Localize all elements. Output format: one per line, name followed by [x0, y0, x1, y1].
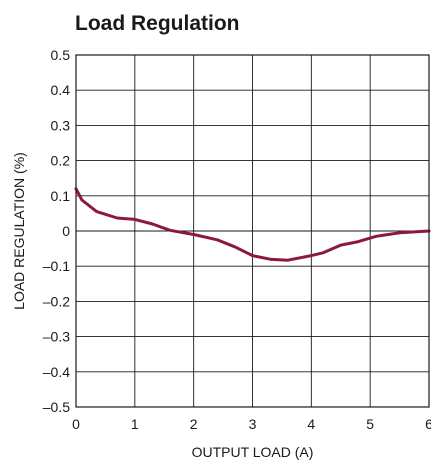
x-tick-label: 1: [131, 416, 139, 432]
x-axis-tick-labels: 0 1 2 3 4 5 6: [72, 416, 431, 432]
chart-title: Load Regulation: [75, 12, 240, 35]
y-axis-label: LOAD REGULATION (%): [11, 152, 27, 310]
y-tick-label: –0.3: [43, 329, 70, 345]
data-series: [74, 187, 431, 262]
y-tick-label: 0.5: [51, 47, 71, 63]
x-tick-label: 4: [307, 416, 315, 432]
x-tick-label: 0: [72, 416, 80, 432]
x-tick-label: 6: [425, 416, 431, 432]
y-tick-label: –0.4: [43, 364, 70, 380]
y-tick-label: 0.3: [51, 117, 71, 133]
y-tick-label: –0.1: [43, 258, 70, 274]
y-tick-label: –0.5: [43, 399, 70, 415]
x-tick-label: 5: [366, 416, 374, 432]
y-tick-label: 0.1: [51, 188, 71, 204]
plot-area-frame: [75, 54, 430, 408]
grid-lines: [75, 54, 430, 408]
y-axis-tick-labels: 0.5 0.4 0.3 0.2 0.1 0 –0.1 –0.2 –0.3 –0.4 –0.5: [43, 47, 70, 415]
x-axis-label: OUTPUT LOAD (A): [192, 444, 314, 460]
series-line: [74, 187, 431, 262]
y-tick-label: 0.4: [51, 82, 71, 98]
y-tick-label: –0.2: [43, 293, 70, 309]
y-tick-label: 0: [62, 223, 70, 239]
x-tick-label: 2: [190, 416, 198, 432]
y-tick-label: 0.2: [51, 153, 71, 169]
x-tick-label: 3: [249, 416, 257, 432]
